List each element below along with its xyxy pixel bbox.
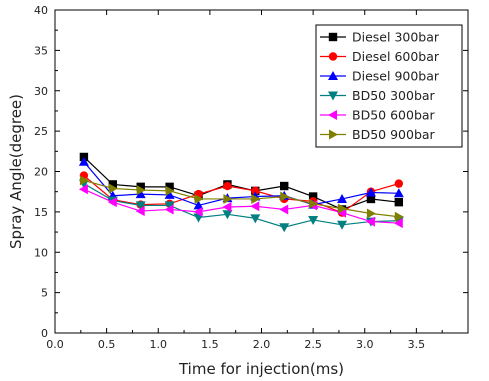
data-point [250, 214, 261, 224]
y-tick-label: 40 [34, 4, 48, 17]
legend-item: BD50 900bar [320, 127, 436, 142]
legend: Diesel 300bar Diesel 600bar Diesel 900bar B… [315, 24, 463, 148]
data-point [165, 182, 174, 192]
data-point [394, 179, 404, 188]
data-point [394, 211, 404, 222]
data-point [223, 193, 233, 204]
data-point [193, 200, 204, 210]
x-tick-label: 0.0 [46, 338, 64, 351]
data-point [108, 183, 118, 194]
data-point [337, 193, 348, 203]
data-point [250, 201, 260, 212]
y-tick-label: 35 [34, 44, 48, 57]
x-tick-label: 3.0 [356, 338, 374, 351]
x-axis-label: Time for injection(ms) [178, 360, 344, 378]
data-point [365, 216, 375, 227]
data-point [78, 184, 88, 195]
series-layer [78, 152, 404, 233]
series-line [83, 161, 399, 207]
data-point [136, 182, 145, 192]
data-point [108, 180, 118, 189]
data-point [366, 208, 376, 219]
data-point [164, 201, 175, 211]
x-tick-label: 1.5 [201, 338, 219, 351]
data-point [338, 203, 348, 214]
data-point [165, 185, 175, 196]
data-point [135, 206, 145, 217]
legend-marker [328, 52, 338, 61]
x-tick-label: 2.5 [304, 338, 322, 351]
data-point [337, 220, 348, 230]
series-line [83, 156, 399, 211]
x-tick-label: 1.0 [150, 338, 168, 351]
legend-marker [328, 91, 338, 101]
data-point [222, 202, 232, 213]
data-point [251, 193, 261, 204]
data-point [193, 206, 203, 217]
series-line [83, 188, 399, 224]
data-point [135, 201, 146, 211]
data-point [309, 198, 319, 209]
data-point [393, 218, 403, 229]
y-tick-label: 25 [34, 125, 48, 138]
data-point [308, 215, 319, 225]
data-point [280, 181, 289, 191]
y-tick-label: 20 [34, 166, 48, 179]
data-point [135, 189, 146, 199]
y-tick-label: 5 [41, 287, 48, 300]
data-point [194, 193, 204, 204]
legend-label: Diesel 600bar [352, 49, 440, 64]
series-5 [79, 175, 404, 222]
data-point [366, 194, 376, 204]
data-point [78, 156, 89, 166]
legend-marker [329, 129, 338, 140]
data-point [79, 175, 89, 186]
data-point [222, 210, 233, 220]
data-point [365, 187, 376, 197]
data-point [394, 197, 404, 207]
data-point [308, 192, 318, 201]
legend-box [315, 24, 463, 148]
legend-label: BD50 300bar [352, 88, 436, 103]
legend-item: Diesel 300bar [320, 30, 440, 45]
data-point [279, 223, 290, 233]
series-line [83, 183, 399, 228]
axes-layer: 0.0 0.5 1.0 1.5 2.0 2.5 3.0 3.5 0 5 10 15 20 25 30 35 40… [7, 4, 468, 378]
x-tick-label: 2.0 [253, 338, 271, 351]
legend-item: BD50 300bar [320, 88, 436, 103]
data-point [107, 197, 117, 208]
legend-marker [328, 110, 337, 120]
y-tick-label: 0 [41, 327, 48, 340]
legend-label: BD50 900bar [352, 127, 436, 142]
data-point [279, 204, 289, 215]
data-point [251, 186, 260, 196]
legend-item: Diesel 900bar [320, 69, 440, 84]
x-tick-label: 3.5 [408, 338, 426, 351]
data-point [164, 204, 174, 215]
y-tick-label: 10 [34, 246, 48, 259]
series-4 [78, 184, 403, 229]
series-3 [78, 179, 404, 233]
x-tick-label: 0.5 [98, 338, 116, 351]
y-tick-label: 15 [34, 206, 48, 219]
legend-label: Diesel 300bar [352, 30, 440, 45]
y-axis-label: Spray Angle(degree) [7, 94, 25, 249]
legend-item: Diesel 600bar [320, 49, 440, 64]
data-point [136, 185, 146, 196]
data-point [164, 189, 175, 199]
legend-marker [328, 71, 338, 80]
series-line [83, 179, 399, 218]
legend-label: Diesel 900bar [352, 69, 440, 84]
legend-label: BD50 600bar [352, 108, 436, 123]
data-point [393, 188, 404, 198]
data-point [280, 191, 290, 202]
y-tick-label: 30 [34, 85, 48, 98]
legend-item: BD50 600bar [320, 108, 436, 123]
legend-marker [328, 32, 338, 42]
data-point [223, 181, 232, 191]
